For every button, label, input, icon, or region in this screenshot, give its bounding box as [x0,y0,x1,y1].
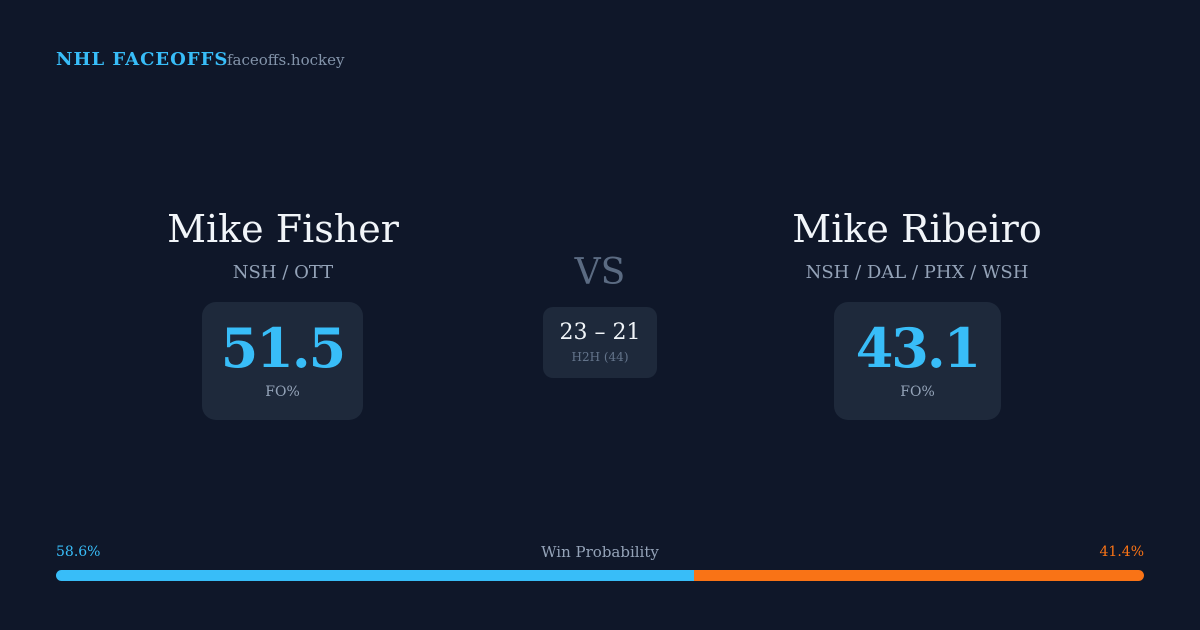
win-prob-right: 41.4% [1099,544,1144,560]
win-prob-label: Win Probability [541,543,659,561]
brand: NHL FACEOFFS [56,49,229,70]
fo-label: FO% [900,384,935,400]
fo-pct: 51.5 [220,316,347,380]
player-teams: NSH / DAL / PHX / WSH [805,262,1029,283]
stat-box: 43.1 FO% [834,302,1001,420]
win-prob-segment [56,570,694,581]
player-left: Mike Fisher NSH / OTT 51.5 FO% [0,0,583,630]
stat-box: 51.5 FO% [202,302,363,420]
fo-pct: 43.1 [855,316,982,380]
h2h-label: H2H (44) [571,350,629,364]
player-name: Mike Ribeiro [792,207,1042,251]
win-prob-bar [56,570,1144,581]
h2h-score: 23 – 21 [559,320,641,345]
player-right: Mike Ribeiro NSH / DAL / PHX / WSH 43.1 … [617,0,1200,630]
player-name: Mike Fisher [167,207,399,251]
win-prob-left: 58.6% [56,544,101,560]
versus: VS [574,252,626,293]
site: faceoffs.hockey [227,51,345,69]
fo-label: FO% [265,384,300,400]
win-prob-segment [693,570,1144,581]
player-teams: NSH / OTT [232,262,334,283]
h2h-box: 23 – 21 H2H (44) [543,307,657,378]
